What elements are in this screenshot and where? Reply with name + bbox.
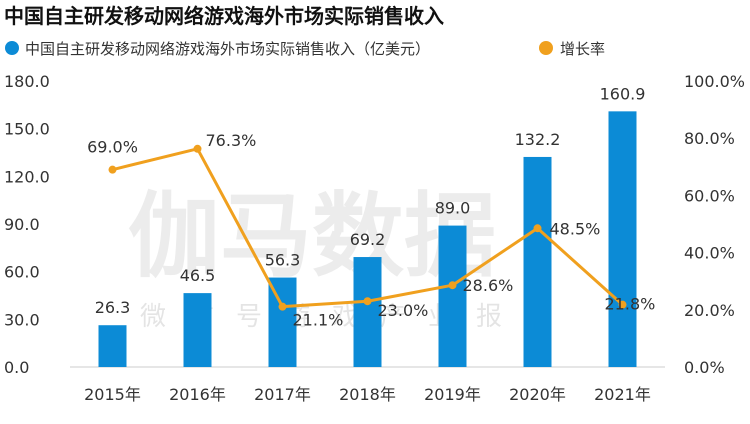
growth-value-label: 48.5% bbox=[550, 219, 601, 238]
y-right-tick-label: 60.0% bbox=[684, 186, 735, 205]
bar-value-label: 26.3 bbox=[95, 298, 131, 317]
y-left-tick-label: 30.0 bbox=[4, 310, 40, 329]
growth-value-label: 28.6% bbox=[463, 276, 514, 295]
y-left-tick-label: 90.0 bbox=[4, 215, 40, 234]
bar bbox=[353, 257, 382, 367]
growth-point bbox=[363, 297, 372, 306]
bar bbox=[98, 325, 127, 367]
y-left-tick-label: 60.0 bbox=[4, 263, 40, 282]
x-tick-label: 2015年 bbox=[84, 385, 141, 404]
growth-point bbox=[278, 302, 287, 311]
bar bbox=[183, 293, 212, 367]
x-tick-label: 2018年 bbox=[339, 385, 396, 404]
y-left-tick-label: 180.0 bbox=[4, 72, 50, 91]
growth-point bbox=[108, 165, 117, 174]
x-tick-label: 2017年 bbox=[254, 385, 311, 404]
y-right-tick-label: 20.0% bbox=[684, 301, 735, 320]
x-tick-label: 2021年 bbox=[594, 385, 651, 404]
bar-value-label: 69.2 bbox=[350, 230, 386, 249]
y-left-tick-label: 0.0 bbox=[4, 358, 29, 377]
y-left-tick-label: 120.0 bbox=[4, 167, 50, 186]
bar-value-label: 132.2 bbox=[515, 130, 561, 149]
y-right-tick-label: 100.0% bbox=[684, 72, 745, 91]
watermark-main: 伽马数据 bbox=[128, 183, 496, 290]
growth-point bbox=[448, 281, 457, 290]
growth-value-label: 21.1% bbox=[293, 311, 344, 330]
y-right-tick-label: 80.0% bbox=[684, 129, 735, 148]
growth-value-label: 21.8% bbox=[605, 295, 656, 314]
legend-line-swatch bbox=[539, 41, 553, 55]
legend-bar-label: 中国自主研发移动网络游戏海外市场实际销售收入（亿美元） bbox=[25, 40, 430, 58]
chart-title: 中国自主研发移动网络游戏海外市场实际销售收入 bbox=[4, 4, 444, 28]
growth-value-label: 69.0% bbox=[87, 138, 138, 157]
legend-line-label: 增长率 bbox=[560, 40, 605, 58]
x-tick-label: 2019年 bbox=[424, 385, 481, 404]
growth-point bbox=[193, 144, 202, 153]
legend-bar-swatch bbox=[5, 41, 19, 55]
plot-area: 0.0 30.0 60.0 90.0 120.0 150.0 180.0 0.0% 20.0% 4… bbox=[4, 72, 745, 404]
growth-point bbox=[618, 300, 627, 309]
growth-value-label: 23.0% bbox=[378, 301, 429, 320]
y-left-tick-label: 150.0 bbox=[4, 120, 50, 139]
bar-value-label: 160.9 bbox=[600, 84, 646, 103]
y-right-tick-label: 40.0% bbox=[684, 244, 735, 263]
bar bbox=[608, 111, 637, 367]
bar bbox=[438, 225, 467, 367]
growth-value-label: 76.3% bbox=[206, 131, 257, 150]
bar-value-label: 56.3 bbox=[265, 251, 301, 270]
y-right-tick-label: 0.0% bbox=[684, 358, 725, 377]
legend: 中国自主研发移动网络游戏海外市场实际销售收入（亿美元） 增长率 bbox=[5, 40, 605, 58]
x-tick-label: 2020年 bbox=[509, 385, 566, 404]
watermark: 伽马数据 微信号游戏产业报告 bbox=[128, 183, 550, 332]
x-tick-label: 2016年 bbox=[169, 385, 226, 404]
growth-point bbox=[533, 224, 542, 233]
bar bbox=[523, 156, 552, 367]
bar-value-label: 46.5 bbox=[180, 266, 216, 285]
bar-value-label: 89.0 bbox=[435, 199, 471, 218]
